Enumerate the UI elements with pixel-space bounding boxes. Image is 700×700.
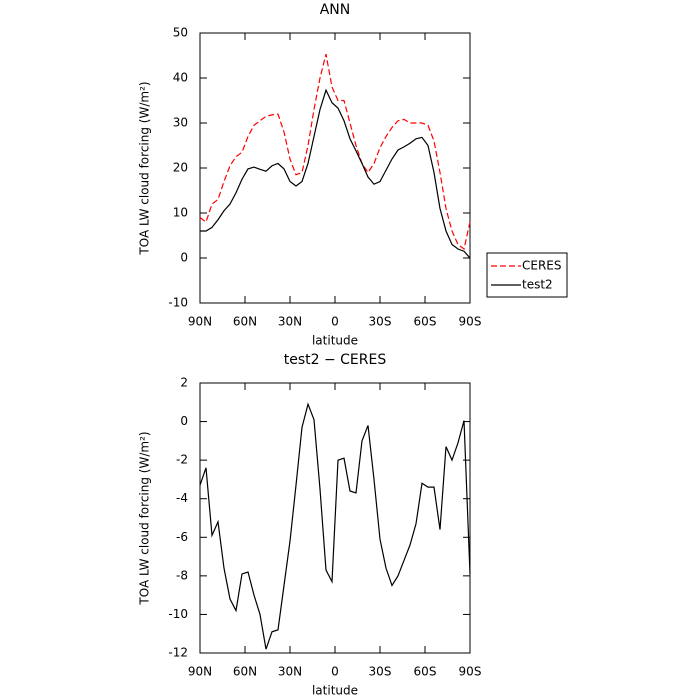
x-tick-label: 60N (233, 315, 257, 329)
y-tick-label: -10 (168, 607, 188, 621)
x-tick-label: 90N (188, 315, 212, 329)
x-tick-label: 30S (369, 315, 392, 329)
data-line (199, 402, 471, 650)
legend-label: CERES (522, 259, 562, 273)
legend-label: test2 (522, 278, 553, 292)
y-tick-label: -4 (176, 491, 188, 505)
x-tick-label: 60S (414, 665, 437, 679)
y-axis-label: TOA LW cloud forcing (W/m²) (138, 431, 152, 605)
y-tick-label: 10 (173, 206, 188, 220)
y-tick-label: -12 (168, 646, 188, 660)
x-tick-label: 90S (459, 315, 482, 329)
y-tick-label: 0 (180, 251, 188, 265)
y-tick-label: -10 (168, 296, 188, 310)
y-tick-label: -8 (176, 568, 188, 582)
y-tick-label: 40 (173, 71, 188, 85)
x-tick-label: 30N (278, 315, 302, 329)
x-tick-label: 0 (331, 665, 339, 679)
x-tick-label: 30S (369, 665, 392, 679)
x-tick-label: 0 (331, 315, 339, 329)
x-tick-label: 90N (188, 665, 212, 679)
y-tick-label: -2 (176, 453, 188, 467)
x-tick-label: 60S (414, 315, 437, 329)
y-tick-label: 2 (180, 376, 188, 390)
y-axis-label: TOA LW cloud forcing (W/m²) (138, 81, 152, 255)
x-axis-label: latitude (312, 334, 358, 348)
chart-title: test2 − CERES (284, 352, 387, 368)
x-tick-label: 30N (278, 665, 302, 679)
y-tick-label: -6 (176, 530, 188, 544)
y-tick-label: 20 (173, 161, 188, 175)
data-line (199, 54, 471, 251)
y-tick-label: 30 (173, 116, 188, 130)
legend-box (486, 252, 568, 298)
x-tick-label: 60N (233, 665, 257, 679)
chart-title: ANN (320, 2, 351, 18)
y-tick-label: 0 (180, 414, 188, 428)
y-tick-label: 50 (173, 26, 188, 40)
data-line (200, 88, 471, 259)
plot-frame (199, 32, 471, 304)
x-axis-label: latitude (312, 684, 358, 698)
x-tick-label: 90S (459, 665, 482, 679)
